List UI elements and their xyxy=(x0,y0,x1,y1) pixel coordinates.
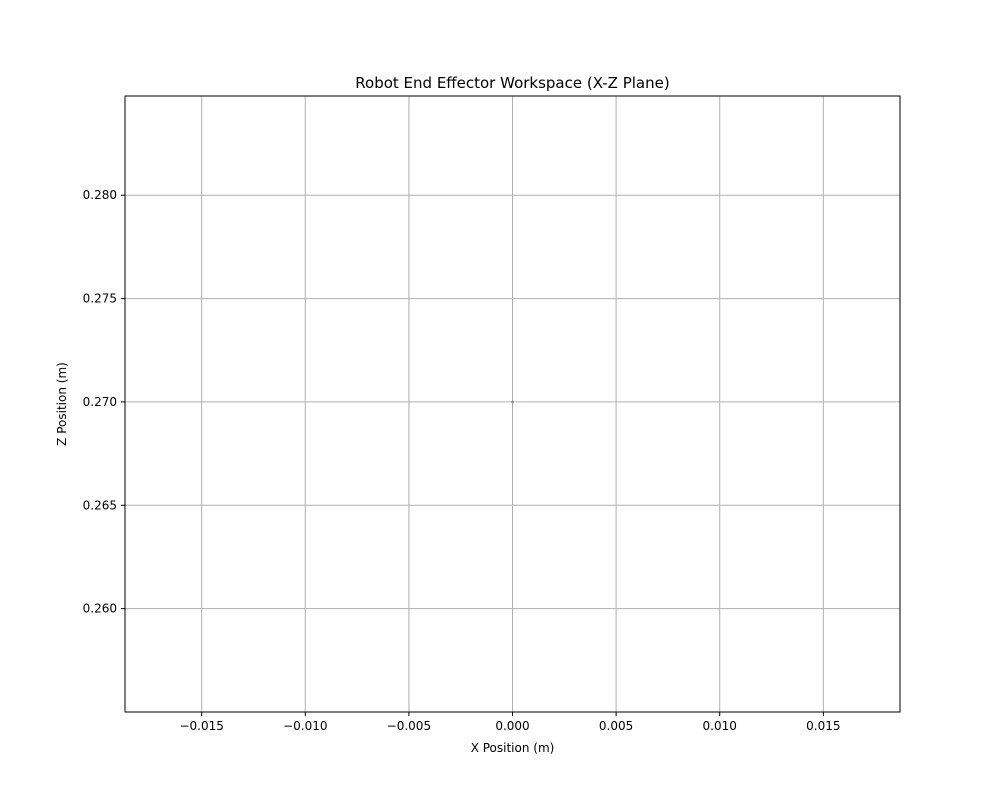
y-tick-label: 0.260 xyxy=(83,602,117,616)
x-tick-label: 0.005 xyxy=(599,719,633,733)
x-tick-label: 0.000 xyxy=(495,719,529,733)
y-axis-label: Z Position (m) xyxy=(55,362,69,446)
data-point xyxy=(511,400,514,404)
chart-title: Robot End Effector Workspace (X-Z Plane) xyxy=(355,74,669,92)
grid xyxy=(125,96,900,712)
x-tick-label: 0.015 xyxy=(806,719,840,733)
y-tick-label: 0.280 xyxy=(83,188,117,202)
x-tick-label: −0.015 xyxy=(179,719,223,733)
x-axis-label: X Position (m) xyxy=(471,741,555,755)
y-tick-label: 0.270 xyxy=(83,395,117,409)
data-points xyxy=(511,400,514,404)
x-tick-label: −0.010 xyxy=(283,719,327,733)
x-tick-label: −0.005 xyxy=(387,719,431,733)
x-tick-label: 0.010 xyxy=(703,719,737,733)
y-tick-label: 0.275 xyxy=(83,292,117,306)
axis-ticks: −0.015 −0.010 −0.005 0.000 0.005 0.010 0.015 0.… xyxy=(83,188,841,733)
y-tick-label: 0.265 xyxy=(83,498,117,512)
